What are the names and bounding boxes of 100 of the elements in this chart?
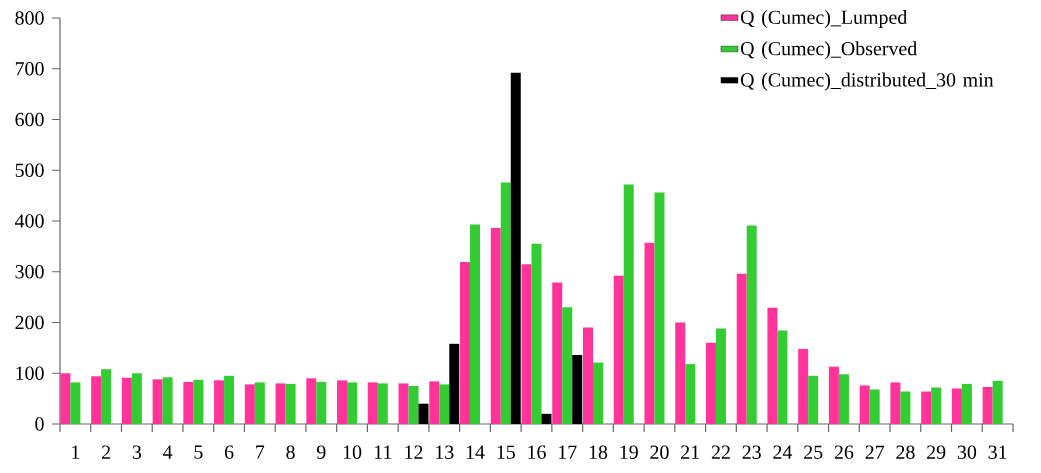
y-tick-label: 100 bbox=[16, 366, 44, 380]
bar bbox=[890, 382, 901, 424]
bar bbox=[316, 381, 327, 424]
bar bbox=[921, 391, 932, 424]
x-tick-label: 6 bbox=[224, 445, 234, 459]
x-tick-label: 21 bbox=[681, 445, 699, 459]
bar bbox=[613, 275, 624, 424]
bar bbox=[808, 375, 819, 424]
bar bbox=[900, 391, 911, 424]
x-tick-label: 10 bbox=[343, 445, 362, 459]
bar bbox=[224, 375, 235, 424]
x-tick-label: 20 bbox=[650, 445, 669, 459]
bar bbox=[337, 380, 348, 424]
y-tick-label: 600 bbox=[15, 112, 44, 127]
x-tick-label: 12 bbox=[405, 445, 423, 459]
x-tick-label: 13 bbox=[436, 445, 454, 459]
bar bbox=[521, 264, 532, 424]
bar bbox=[746, 225, 757, 424]
y-tick-label: 500 bbox=[15, 163, 44, 177]
bar bbox=[654, 192, 665, 424]
bar bbox=[460, 262, 471, 424]
bar bbox=[869, 389, 880, 424]
bar bbox=[838, 374, 849, 424]
bar bbox=[531, 243, 542, 424]
bar bbox=[418, 403, 429, 424]
bar bbox=[562, 307, 573, 424]
legend-label: Q (Cumec)_Observed bbox=[740, 41, 917, 60]
bar bbox=[644, 242, 655, 424]
legend-label: Q (Cumec)_Lumped bbox=[740, 10, 908, 29]
bar bbox=[623, 184, 634, 424]
bar bbox=[685, 364, 696, 424]
bar bbox=[992, 380, 1003, 424]
bar bbox=[541, 413, 552, 424]
bar bbox=[91, 376, 102, 424]
bar bbox=[736, 273, 747, 424]
bar bbox=[931, 387, 942, 424]
y-tick-label: 800 bbox=[15, 11, 44, 25]
bar bbox=[70, 382, 81, 424]
bar bbox=[306, 378, 317, 424]
bar bbox=[675, 322, 686, 424]
bar bbox=[961, 383, 972, 424]
bar bbox=[101, 369, 112, 424]
x-tick-label: 2 bbox=[102, 445, 110, 459]
bar bbox=[398, 383, 409, 424]
x-tick-label: 25 bbox=[804, 445, 823, 459]
x-tick-label: 14 bbox=[466, 445, 485, 459]
x-tick-label: 9 bbox=[316, 445, 326, 459]
bar bbox=[429, 381, 440, 424]
bar bbox=[951, 388, 962, 424]
bar bbox=[60, 373, 71, 424]
x-tick-label: 4 bbox=[163, 445, 173, 459]
x-tick-label: 30 bbox=[957, 445, 977, 459]
bar bbox=[162, 377, 173, 424]
bar bbox=[347, 382, 358, 424]
x-tick-label: 31 bbox=[988, 445, 1007, 459]
x-tick-label: 11 bbox=[374, 445, 392, 459]
bar bbox=[254, 382, 265, 424]
x-tick-label: 23 bbox=[742, 445, 761, 459]
x-tick-label: 16 bbox=[528, 445, 546, 459]
x-tick-label: 1 bbox=[72, 445, 80, 459]
bar bbox=[500, 182, 511, 424]
x-tick-label: 22 bbox=[711, 445, 730, 459]
bar bbox=[859, 385, 870, 424]
x-tick-label: 5 bbox=[194, 445, 203, 459]
bar bbox=[377, 383, 388, 424]
bar bbox=[510, 72, 521, 424]
bar bbox=[982, 386, 993, 424]
bar bbox=[121, 377, 132, 424]
bar bbox=[715, 328, 726, 424]
bar bbox=[828, 366, 839, 424]
bar bbox=[367, 382, 378, 424]
x-tick-label: 3 bbox=[132, 445, 142, 459]
bar bbox=[592, 362, 603, 424]
x-tick-label: 19 bbox=[620, 445, 638, 459]
x-tick-label: 17 bbox=[559, 445, 577, 459]
x-tick-label: 15 bbox=[497, 445, 515, 459]
bar bbox=[408, 385, 419, 424]
y-tick-label: 0 bbox=[35, 417, 44, 431]
bar bbox=[470, 224, 481, 424]
y-tick-label: 400 bbox=[14, 214, 44, 228]
bar bbox=[214, 380, 225, 424]
x-tick-label: 28 bbox=[896, 445, 915, 459]
bar bbox=[490, 228, 501, 424]
bar bbox=[449, 343, 460, 424]
y-tick-label: 300 bbox=[15, 265, 44, 279]
bar bbox=[572, 354, 583, 424]
x-tick-label: 7 bbox=[256, 445, 265, 459]
bar bbox=[552, 282, 563, 424]
x-tick-label: 26 bbox=[834, 445, 854, 459]
legend-label: Q (Cumec)_distributed_30 min bbox=[740, 72, 994, 91]
bar bbox=[152, 379, 163, 424]
bar bbox=[183, 381, 194, 424]
x-tick-label: 29 bbox=[927, 445, 946, 459]
bar bbox=[285, 383, 296, 424]
x-tick-label: 18 bbox=[589, 445, 608, 459]
bar bbox=[798, 348, 809, 424]
bar bbox=[439, 384, 450, 424]
x-tick-label: 8 bbox=[286, 445, 295, 459]
bar bbox=[131, 373, 142, 424]
x-tick-label: 27 bbox=[865, 445, 885, 459]
